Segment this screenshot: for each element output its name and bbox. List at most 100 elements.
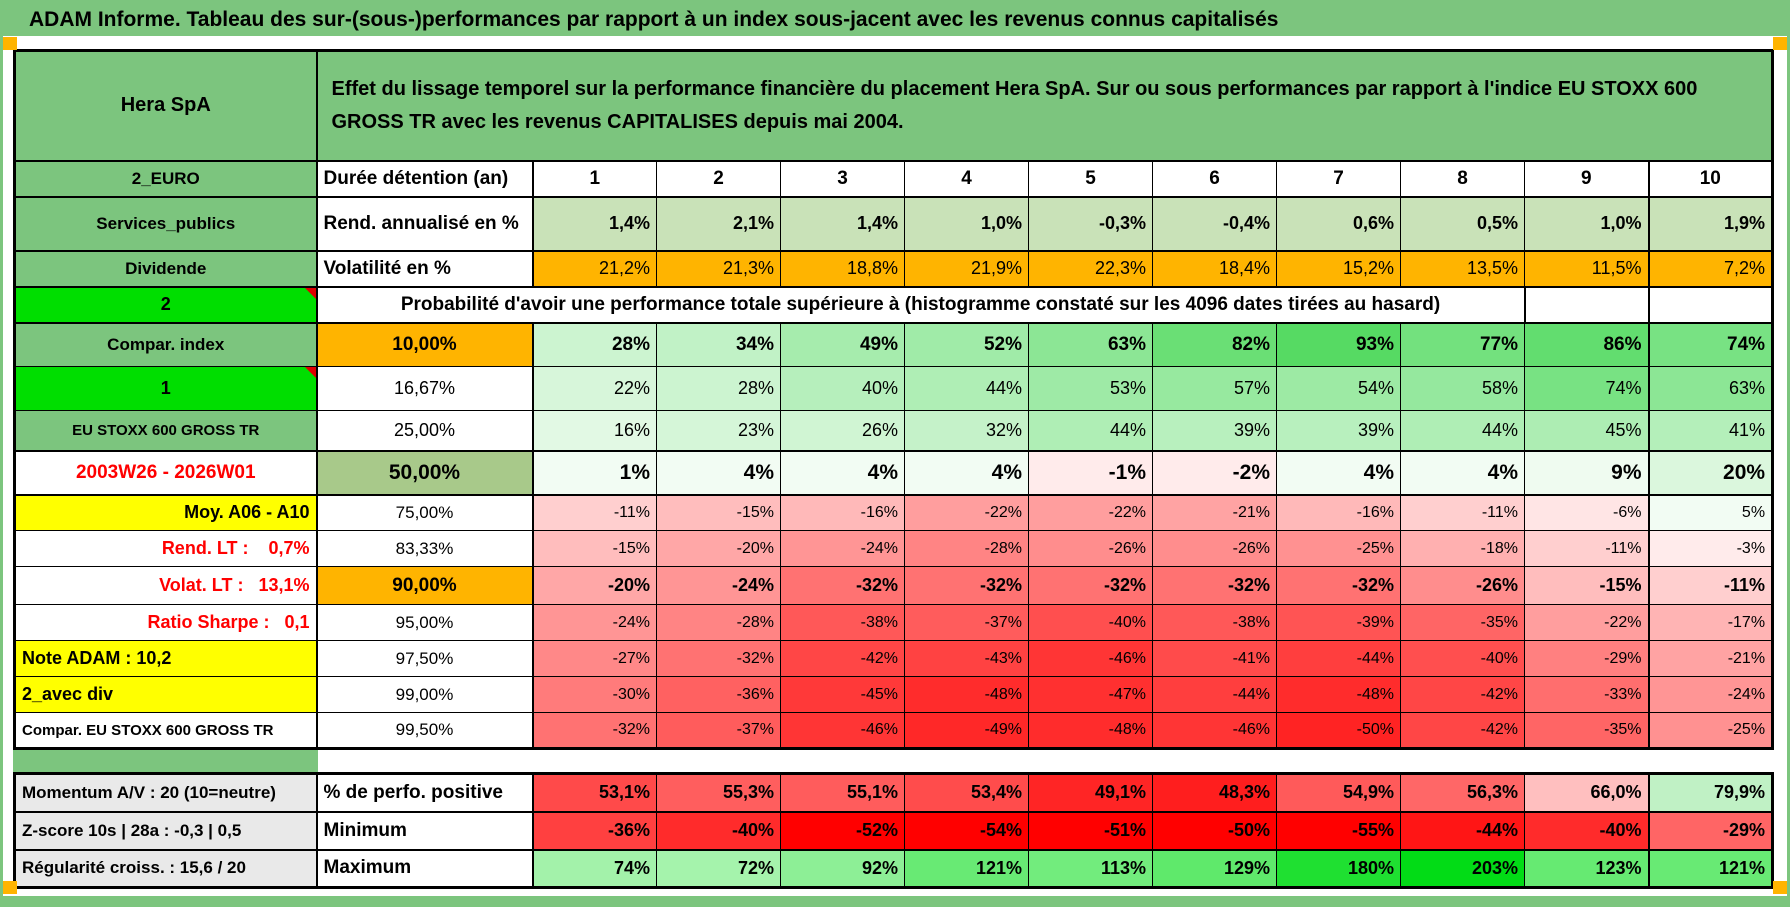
value-cell[interactable]: -32% <box>1152 566 1277 605</box>
value-cell[interactable]: -37% <box>904 604 1029 641</box>
value-cell[interactable]: -54% <box>904 811 1029 851</box>
duration-col-header[interactable]: 5 <box>1028 160 1153 198</box>
value-cell[interactable]: 57% <box>1152 366 1277 411</box>
duration-col-header[interactable]: 3 <box>780 160 905 198</box>
value-cell[interactable]: 79,9% <box>1647 773 1773 813</box>
value-cell[interactable]: -32% <box>1028 566 1153 605</box>
value-cell[interactable]: -2% <box>1152 449 1277 496</box>
value-cell[interactable]: -24% <box>656 566 781 605</box>
threshold-cell[interactable]: 90,00% <box>316 566 534 605</box>
value-cell[interactable]: -46% <box>780 712 905 749</box>
value-cell[interactable]: -20% <box>656 530 781 567</box>
value-cell[interactable]: -44% <box>1400 811 1525 851</box>
value-cell[interactable]: -40% <box>1028 604 1153 641</box>
description-cell[interactable]: Effet du lissage temporel sur la perform… <box>315 50 1774 162</box>
label-cell[interactable]: Rend. LT : 0,7% <box>14 530 318 567</box>
value-cell[interactable]: 18,4% <box>1152 250 1277 288</box>
value-cell[interactable]: 44% <box>904 366 1029 411</box>
value-cell[interactable]: -41% <box>1152 640 1277 677</box>
threshold-cell[interactable]: 75,00% <box>316 494 534 531</box>
value-cell[interactable]: 86% <box>1524 322 1649 367</box>
value-cell[interactable]: 44% <box>1028 410 1153 451</box>
value-cell[interactable]: 129% <box>1152 849 1277 888</box>
value-cell[interactable]: 53% <box>1028 366 1153 411</box>
label-cell[interactable]: Dividende <box>14 250 318 288</box>
label-cell[interactable]: 1 <box>14 366 318 411</box>
value-cell[interactable]: -48% <box>1276 676 1401 713</box>
value-cell[interactable]: -48% <box>1028 712 1153 749</box>
value-cell[interactable]: -27% <box>532 640 657 677</box>
value-cell[interactable]: 23% <box>656 410 781 451</box>
value-cell[interactable]: 54,9% <box>1276 773 1401 813</box>
duration-col-header[interactable]: 2 <box>656 160 781 198</box>
value-cell[interactable]: -22% <box>904 494 1029 531</box>
value-cell[interactable]: 1,4% <box>532 196 657 252</box>
value-cell[interactable]: -42% <box>780 640 905 677</box>
value-cell[interactable]: -40% <box>656 811 781 851</box>
empty-cell[interactable] <box>1524 286 1649 324</box>
value-cell[interactable]: 9% <box>1524 449 1649 496</box>
threshold-cell[interactable]: 50,00% <box>316 449 534 496</box>
value-cell[interactable]: -32% <box>1276 566 1401 605</box>
value-cell[interactable]: -11% <box>532 494 657 531</box>
value-cell[interactable]: 45% <box>1524 410 1649 451</box>
value-cell[interactable]: 1,0% <box>1524 196 1649 252</box>
label-cell[interactable]: 2_avec div <box>14 676 318 713</box>
row-title-cell[interactable]: Maximum <box>316 849 534 888</box>
commented-cell[interactable]: 2 <box>14 286 318 324</box>
value-cell[interactable]: -6% <box>1524 494 1649 531</box>
value-cell[interactable]: -36% <box>532 811 657 851</box>
value-cell[interactable]: 15,2% <box>1276 250 1401 288</box>
duration-col-header[interactable]: 10 <box>1647 160 1774 198</box>
value-cell[interactable]: 53,4% <box>904 773 1029 813</box>
value-cell[interactable]: -16% <box>1276 494 1401 531</box>
value-cell[interactable]: -26% <box>1152 530 1277 567</box>
value-cell[interactable]: 21,3% <box>656 250 781 288</box>
threshold-cell[interactable]: 25,00% <box>316 410 534 451</box>
threshold-cell[interactable]: 99,50% <box>316 712 534 749</box>
label-cell[interactable]: Volat. LT : 13,1% <box>14 566 318 605</box>
value-cell[interactable]: 26% <box>780 410 905 451</box>
value-cell[interactable]: 74% <box>532 849 657 888</box>
threshold-cell[interactable]: 99,00% <box>316 676 534 713</box>
value-cell[interactable]: 21,2% <box>532 250 657 288</box>
value-cell[interactable]: 4% <box>1400 449 1525 496</box>
value-cell[interactable]: -11% <box>1400 494 1525 531</box>
duration-col-header[interactable]: 1 <box>532 160 657 198</box>
value-cell[interactable]: -15% <box>656 494 781 531</box>
value-cell[interactable]: -36% <box>656 676 781 713</box>
instrument-name-cell[interactable]: Hera SpA <box>14 50 318 162</box>
value-cell[interactable]: 34% <box>656 322 781 367</box>
value-cell[interactable]: 52% <box>904 322 1029 367</box>
value-cell[interactable]: 56,3% <box>1400 773 1525 813</box>
value-cell[interactable]: 49% <box>780 322 905 367</box>
value-cell[interactable]: -32% <box>532 712 657 749</box>
threshold-cell[interactable]: 95,00% <box>316 604 534 641</box>
value-cell[interactable]: -48% <box>904 676 1029 713</box>
value-cell[interactable]: -35% <box>1400 604 1525 641</box>
value-cell[interactable]: -25% <box>1647 712 1774 749</box>
value-cell[interactable]: 4% <box>780 449 905 496</box>
value-cell[interactable]: 63% <box>1028 322 1153 367</box>
value-cell[interactable]: -40% <box>1400 640 1525 677</box>
value-cell[interactable]: 7,2% <box>1647 250 1774 288</box>
duration-col-header[interactable]: 7 <box>1276 160 1401 198</box>
value-cell[interactable]: -11% <box>1647 566 1774 605</box>
value-cell[interactable]: -24% <box>780 530 905 567</box>
label-cell[interactable]: Compar. EU STOXX 600 GROSS TR <box>14 712 318 749</box>
value-cell[interactable]: 13,5% <box>1400 250 1525 288</box>
value-cell[interactable]: -50% <box>1152 811 1277 851</box>
value-cell[interactable]: -28% <box>656 604 781 641</box>
value-cell[interactable]: -40% <box>1524 811 1649 851</box>
value-cell[interactable]: 39% <box>1152 410 1277 451</box>
probability-banner[interactable]: Probabilité d'avoir une performance tota… <box>316 286 1526 324</box>
value-cell[interactable]: -32% <box>904 566 1029 605</box>
value-cell[interactable]: 93% <box>1276 322 1401 367</box>
value-cell[interactable]: 74% <box>1524 366 1649 411</box>
value-cell[interactable]: -46% <box>1028 640 1153 677</box>
value-cell[interactable]: 4% <box>656 449 781 496</box>
value-cell[interactable]: 58% <box>1400 366 1525 411</box>
value-cell[interactable]: -46% <box>1152 712 1277 749</box>
value-cell[interactable]: 22,3% <box>1028 250 1153 288</box>
value-cell[interactable]: -0,3% <box>1028 196 1153 252</box>
